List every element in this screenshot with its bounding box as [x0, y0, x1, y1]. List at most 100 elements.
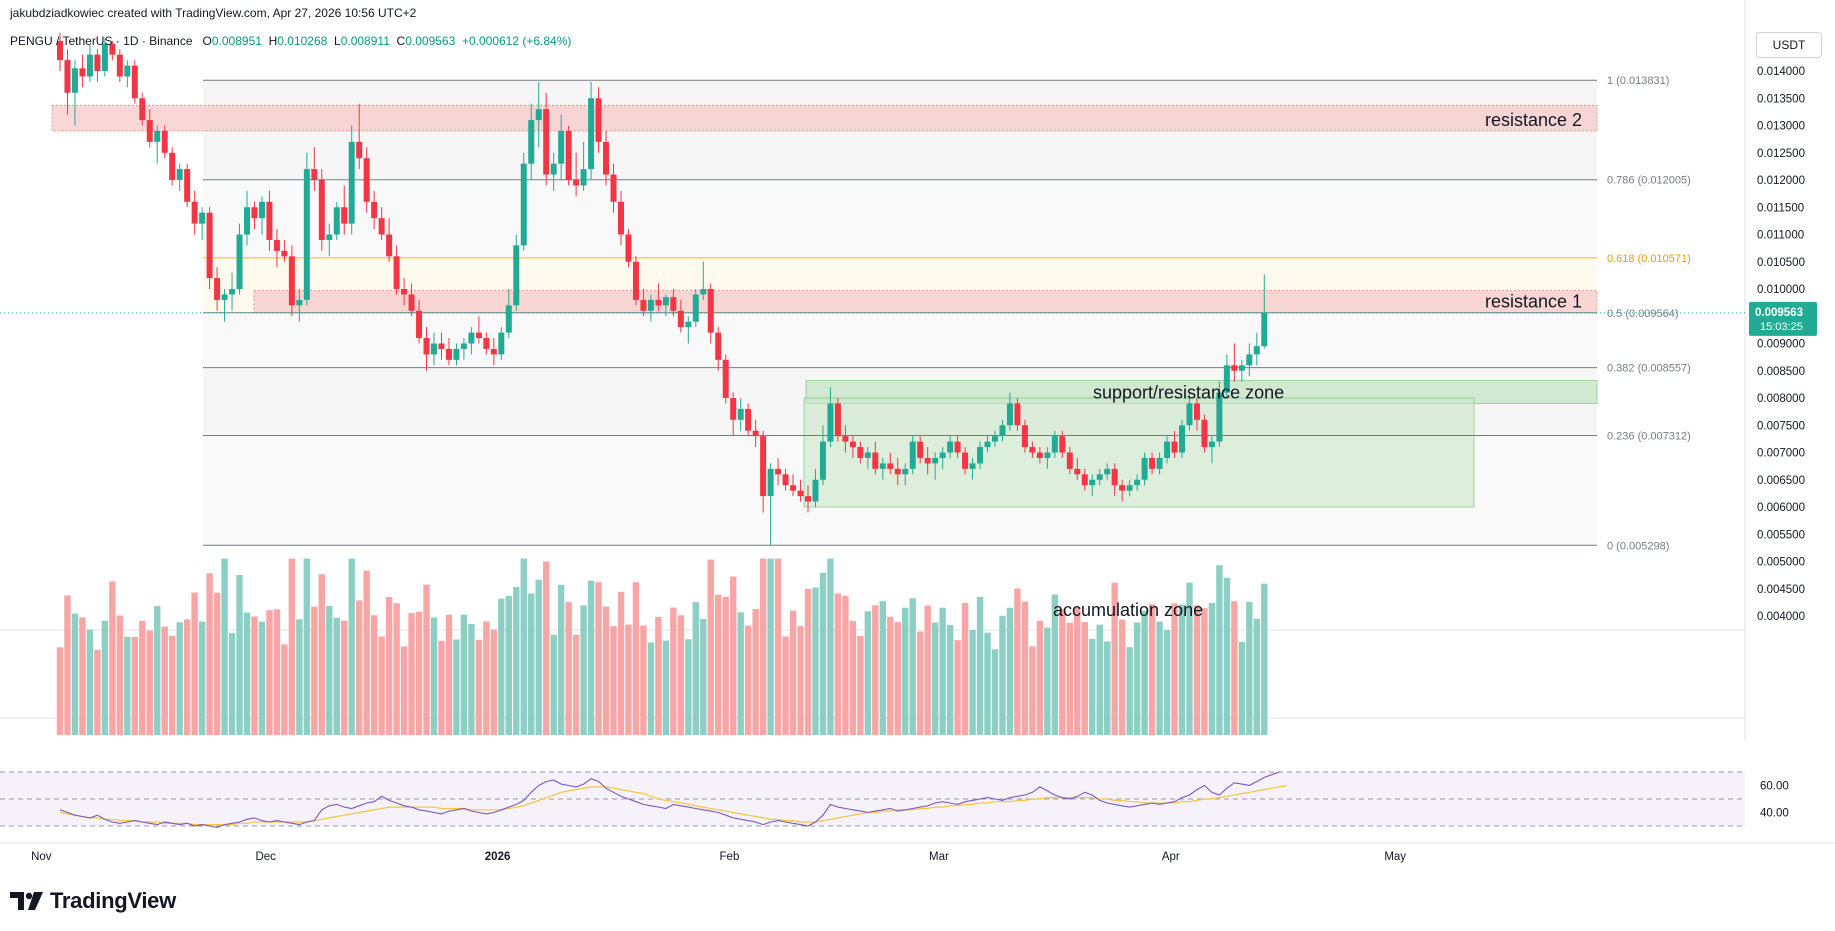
- candle-body: [483, 338, 490, 349]
- candle-body: [625, 234, 632, 262]
- volume-bar: [1208, 602, 1216, 735]
- volume-bar: [1133, 622, 1141, 735]
- candle-body: [909, 441, 916, 469]
- support-resistance-label: support/resistance zone: [1093, 383, 1284, 403]
- candle-body: [139, 98, 146, 121]
- resistance-1-zone: [253, 290, 1598, 314]
- candle-body: [715, 332, 722, 360]
- volume-bar: [1253, 618, 1260, 735]
- candle-body: [947, 441, 954, 453]
- candle-body: [251, 207, 258, 219]
- currency-button[interactable]: USDT: [1756, 32, 1822, 58]
- price-scale-label: 0.013000: [1757, 121, 1805, 133]
- volume-bar: [288, 558, 296, 735]
- candle-body: [1066, 452, 1073, 469]
- price-scale-label: 0.014000: [1757, 66, 1805, 78]
- price-scale-label: 0.011500: [1757, 202, 1804, 214]
- volume-bar: [266, 610, 273, 735]
- volume-bar: [774, 558, 782, 735]
- candle-body: [1208, 441, 1215, 448]
- candle-body: [595, 98, 602, 142]
- volume-bar: [1044, 627, 1051, 735]
- volume-bar: [520, 558, 527, 735]
- volume-bar: [169, 635, 176, 735]
- volume-bar: [311, 606, 318, 735]
- volume-bar: [1231, 601, 1238, 735]
- volume-bar: [445, 614, 453, 735]
- volume-bar: [273, 609, 281, 735]
- tradingview-logo[interactable]: TradingView: [10, 888, 176, 914]
- volume-bar: [146, 630, 153, 735]
- symbol-name[interactable]: PENGU / TetherUS · 1D · Binance: [10, 34, 193, 48]
- candle-body: [1036, 452, 1043, 458]
- low-label: L: [334, 34, 341, 48]
- candle-body: [258, 201, 265, 219]
- candle-body: [662, 297, 669, 306]
- candle-body: [760, 436, 767, 497]
- volume-bar: [662, 640, 670, 735]
- candle-body: [386, 234, 393, 257]
- volume-bar: [400, 646, 408, 735]
- candle-body: [453, 348, 460, 360]
- volume-bar: [587, 580, 595, 735]
- candle-body: [1238, 365, 1245, 371]
- price-scale-label: 0.005000: [1757, 557, 1805, 569]
- volume-bar: [812, 587, 819, 735]
- candle-body: [408, 294, 415, 311]
- candle-body: [79, 68, 86, 77]
- candle-body: [887, 463, 894, 469]
- volume-bar: [692, 602, 699, 735]
- low-value: 0.008911: [340, 34, 390, 48]
- candle-body: [513, 245, 520, 306]
- price-scale-label: 0.007000: [1757, 448, 1805, 460]
- volume-bar: [251, 616, 258, 735]
- volume-bar: [356, 600, 363, 735]
- price-scale-label: 0.013500: [1757, 93, 1805, 105]
- price-scale-label: 0.008500: [1757, 366, 1805, 378]
- candle-body: [962, 452, 969, 469]
- volume-bar: [647, 642, 655, 735]
- candle-body: [520, 163, 527, 246]
- candle-body: [618, 201, 624, 235]
- candle-body: [378, 218, 385, 235]
- candle-body: [640, 299, 647, 311]
- candle-body: [1141, 457, 1148, 480]
- volume-bar: [917, 631, 924, 735]
- candle-body: [1044, 452, 1051, 458]
- time-axis-label: 2026: [485, 851, 511, 863]
- volume-bar: [213, 592, 221, 735]
- candle-body: [610, 174, 617, 202]
- candle-body: [333, 207, 340, 235]
- time-axis-label: Apr: [1162, 851, 1180, 863]
- candle-body: [505, 305, 512, 333]
- resistance-2-label: resistance 2: [1485, 110, 1582, 130]
- candle-body: [371, 201, 378, 219]
- candle-body: [161, 130, 168, 153]
- price-scale-label: 0.008000: [1757, 393, 1805, 405]
- candle-body: [326, 234, 333, 240]
- candle-body: [707, 289, 714, 333]
- volume-bar: [759, 558, 767, 735]
- volume-bar: [737, 612, 744, 735]
- volume-bar: [999, 615, 1006, 735]
- volume-bar: [243, 612, 251, 735]
- candle-body: [131, 65, 138, 99]
- volume-bar: [56, 647, 64, 735]
- volume-bar: [348, 558, 355, 735]
- candle-body: [685, 321, 692, 328]
- candle-body: [1216, 392, 1223, 442]
- candle-body: [94, 54, 101, 71]
- candle-body: [1253, 346, 1260, 355]
- candle-body: [1261, 312, 1268, 347]
- candle-body: [984, 441, 991, 448]
- candle-body: [917, 441, 924, 458]
- candle-body: [1223, 365, 1230, 393]
- volume-bar: [1059, 608, 1066, 735]
- volume-bar: [131, 636, 138, 735]
- candle-body: [71, 68, 78, 93]
- candle-body: [64, 60, 71, 93]
- price-scale-label: 0.004000: [1757, 611, 1805, 623]
- candle-body: [266, 201, 273, 240]
- candle-body: [1104, 468, 1111, 475]
